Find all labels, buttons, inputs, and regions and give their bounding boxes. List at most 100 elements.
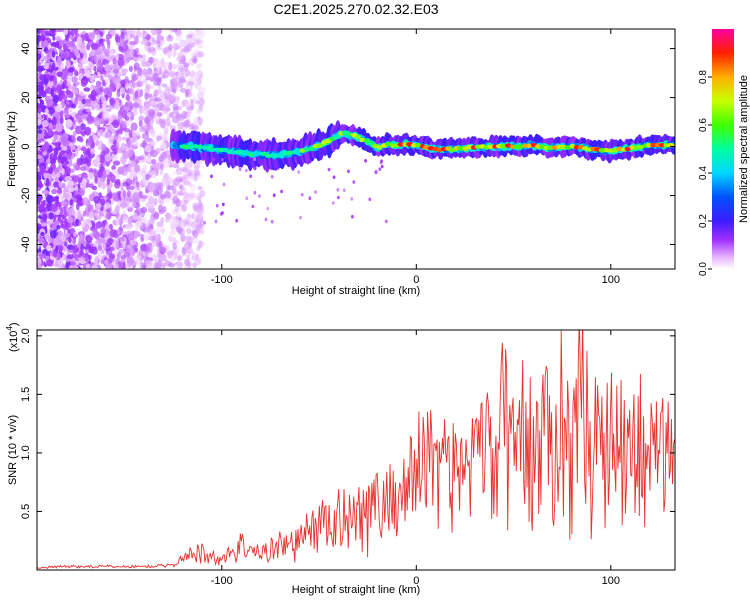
spectrogram-noise-cell xyxy=(56,56,62,66)
spectrogram-noise-cell xyxy=(63,209,67,218)
spectrogram-noise-cell xyxy=(171,63,177,70)
spectrogram-ylabel: Frequency (Hz) xyxy=(6,111,18,187)
spectrogram-scatter xyxy=(235,218,239,223)
spectrogram-noise-cell xyxy=(119,201,126,209)
spectrogram-noise-cell xyxy=(61,145,68,151)
spectrogram-noise-cell xyxy=(157,182,161,189)
spectrogram-noise-cell xyxy=(62,192,69,199)
spectrogram-noise-cell xyxy=(126,100,132,108)
spectrogram-noise-cell xyxy=(178,76,186,84)
spectrogram-noise-cell xyxy=(99,163,104,173)
spectrogram-noise-cell xyxy=(118,248,124,255)
spectrogram-noise-cell xyxy=(155,147,161,154)
spectrogram-noise-cell xyxy=(88,171,93,179)
spectrogram-noise-cell xyxy=(51,188,57,195)
spectrogram-noise-cell xyxy=(88,210,95,219)
spectrogram-noise-cell xyxy=(117,110,124,120)
spectrogram-noise-cell xyxy=(89,62,95,71)
spectrogram-noise-cell xyxy=(77,62,84,69)
spectrogram-noise-cell xyxy=(119,87,125,95)
spectrogram-noise-cell xyxy=(159,168,163,176)
spectrogram-scatter xyxy=(215,203,219,208)
colorbar-tick-label: 0.8 xyxy=(698,70,709,84)
spectrogram-noise-cell xyxy=(91,74,97,80)
spectrogram-noise-cell xyxy=(157,85,162,92)
spectrogram-noise-cell xyxy=(142,245,149,252)
spectrogram-noise-cell xyxy=(62,95,68,101)
spectrogram-noise-cell xyxy=(180,99,189,108)
spectrogram-noise-cell xyxy=(145,93,152,98)
spectrogram-noise-cell xyxy=(183,199,189,205)
spectrogram-noise-cell xyxy=(150,204,154,209)
spectrogram-noise-cell xyxy=(82,177,87,186)
spectrogram-noise-cell xyxy=(156,221,164,228)
spectrogram-noise-cell xyxy=(111,153,119,162)
spectrogram-noise-cell xyxy=(119,224,123,234)
spectrogram-noise-cell xyxy=(141,59,147,68)
spectrogram-noise-cell xyxy=(47,106,55,115)
spectrogram-noise-cell xyxy=(80,48,87,54)
spectrogram-noise-cell xyxy=(67,77,73,83)
spectrogram-noise-cell xyxy=(126,166,132,173)
spectrogram-noise-cell xyxy=(75,125,83,135)
spectrogram-noise-cell xyxy=(93,31,100,35)
spectrogram-noise-cell xyxy=(178,82,184,88)
spectrogram-noise-cell xyxy=(149,57,153,65)
spectrogram-noise-cell xyxy=(188,169,193,178)
spectrogram-noise-cell xyxy=(140,178,148,185)
spectrogram-noise-cell xyxy=(160,217,165,223)
spectrogram-noise-cell xyxy=(101,45,106,51)
spectrogram-noise-cell xyxy=(76,243,81,249)
spectrogram-noise-cell xyxy=(136,130,141,137)
spectrogram-noise-cell xyxy=(74,164,81,171)
spectrogram-noise-cell xyxy=(172,170,178,175)
spectrogram-noise-cell xyxy=(70,76,78,83)
spectrogram-noise-cell xyxy=(127,232,135,240)
snr-xtick-label: -100 xyxy=(211,575,233,587)
spectrogram-noise-cell xyxy=(51,196,58,202)
spectrogram-peak xyxy=(333,134,341,140)
spectrogram-noise-cell xyxy=(102,111,110,120)
spectrogram-noise-cell xyxy=(163,62,171,67)
spectrogram-noise-cell xyxy=(143,104,151,111)
spectrogram-noise-cell xyxy=(55,146,62,151)
spectrogram-noise-cell xyxy=(69,34,73,41)
spectrogram-noise-cell xyxy=(61,182,66,189)
spectrogram-peak xyxy=(355,134,361,139)
spectrogram-noise-cell xyxy=(190,101,195,111)
snr-xlabel: Height of straight line (km) xyxy=(292,584,420,596)
spectrogram-noise-cell xyxy=(105,169,110,175)
spectrogram-noise-cell xyxy=(56,224,61,230)
spectrogram-noise-cell xyxy=(196,63,202,69)
colorbar-tick-label: 0.4 xyxy=(698,166,709,180)
spectrogram-noise-cell xyxy=(59,163,63,172)
spectrogram-noise-cell xyxy=(114,180,121,189)
spectrogram-noise-cell xyxy=(128,129,134,139)
spectrogram-noise-cell xyxy=(141,217,147,224)
spectrogram-noise-cell xyxy=(171,208,177,215)
spectrogram-noise-cell xyxy=(132,261,138,266)
spectrogram-noise-cell xyxy=(131,130,138,138)
spectrogram-noise-cell xyxy=(188,37,193,46)
snr-ytick-label: 2.0 xyxy=(20,328,32,343)
spectrogram-noise-cell xyxy=(37,84,44,92)
spectrogram-noise-cell xyxy=(155,238,160,244)
spectrogram-noise-cell xyxy=(187,175,195,181)
spectrogram-scatter xyxy=(300,192,304,197)
spectrogram-noise-cell xyxy=(161,151,168,160)
colorbar-tick-label: 0.0 xyxy=(698,262,709,276)
spectrogram-noise-cell xyxy=(156,65,160,74)
spectrogram-noise-cell xyxy=(101,182,106,190)
spectrogram-noise-cell xyxy=(120,31,125,40)
spectrogram-noise-cell xyxy=(149,170,157,176)
spectrogram-scatter xyxy=(249,174,253,178)
spectrogram-noise-cell xyxy=(156,112,163,117)
spectrogram-noise-cell xyxy=(171,115,180,124)
spectrogram-scatter xyxy=(244,168,248,173)
spectrogram-noise-cell xyxy=(173,178,181,187)
spectrogram-noise-cell xyxy=(163,29,170,32)
spectrogram-xtick-label: 100 xyxy=(602,274,620,286)
snr-frame xyxy=(36,329,676,571)
spectrogram-noise-cell xyxy=(145,201,151,209)
spectrogram-noise-cell xyxy=(37,119,42,126)
